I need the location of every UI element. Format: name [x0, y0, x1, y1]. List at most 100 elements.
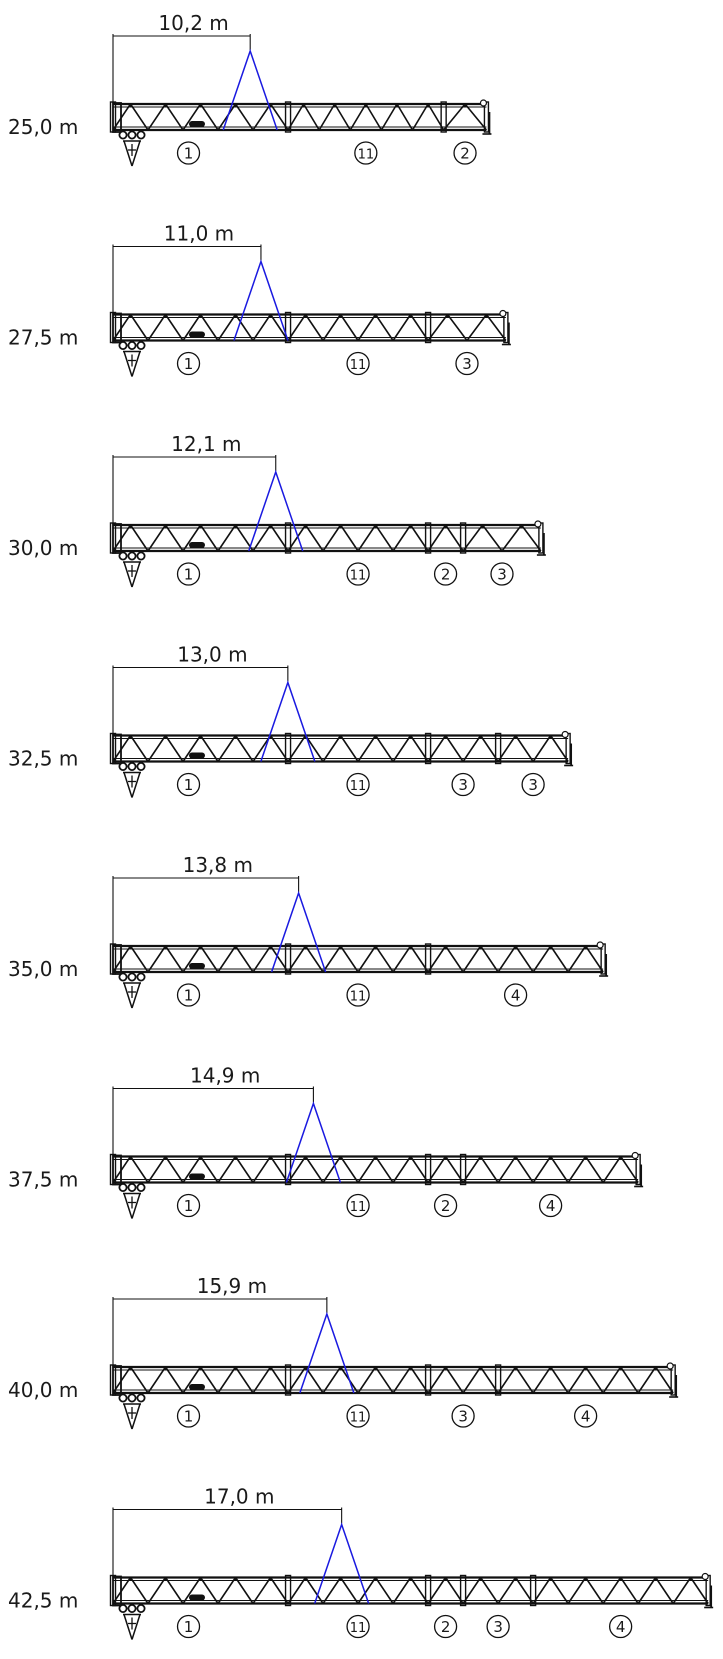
lattice-node — [339, 1367, 342, 1371]
lattice-member — [147, 1156, 167, 1183]
segment-number-label: 1 — [184, 1197, 194, 1215]
lattice-member — [427, 945, 447, 973]
lattice-member — [322, 735, 342, 762]
segment-number-label: 3 — [528, 776, 538, 794]
lattice-node — [395, 104, 399, 108]
lattice-node — [304, 946, 307, 950]
lattice-node — [302, 104, 306, 108]
lattice-member — [479, 945, 499, 973]
lattice-member — [602, 1577, 622, 1604]
segment-number-circle — [346, 983, 370, 1007]
lattice-member — [287, 735, 307, 762]
segment-joint — [459, 1574, 467, 1607]
lattice-node — [654, 1367, 658, 1371]
hook-block — [123, 1614, 133, 1640]
guy-support-triangle — [285, 1101, 342, 1183]
lattice-node — [409, 1578, 412, 1581]
segment-number-label: 4 — [511, 987, 521, 1005]
segment-number-label: 2 — [460, 145, 470, 163]
lattice-member — [357, 735, 377, 762]
segment-number-label: 11 — [350, 1621, 367, 1636]
lattice-node — [304, 1157, 307, 1160]
lattice-member — [234, 1577, 254, 1604]
lattice-member — [182, 735, 202, 762]
lattice-member — [357, 1366, 377, 1394]
lattice-member — [217, 735, 237, 762]
jib-tip-sheave — [666, 1362, 674, 1370]
lattice-member — [444, 945, 464, 973]
lattice-member — [339, 1156, 359, 1183]
lattice-member — [374, 1156, 394, 1183]
lattice-member — [357, 524, 377, 552]
span-dimension-label: 17,0 m — [204, 1485, 274, 1509]
lattice-node — [269, 1157, 272, 1160]
lattice-member — [374, 314, 394, 341]
lattice-member — [287, 1577, 307, 1604]
span-dimension-label: 10,2 m — [158, 11, 228, 35]
lattice-member — [443, 103, 466, 131]
lattice-member — [427, 1577, 447, 1604]
lattice-member — [234, 945, 254, 973]
lattice-member — [619, 1577, 639, 1604]
hook-block — [131, 561, 141, 588]
lattice-member — [567, 1366, 587, 1394]
hook-block — [131, 772, 141, 798]
lattice-member — [497, 735, 517, 762]
lattice-member — [532, 1366, 552, 1394]
segment-number-circle — [346, 1193, 370, 1218]
segment-joint — [440, 101, 447, 133]
lattice-member — [462, 1156, 482, 1183]
jib-configuration: 32,5 m1 11 3 313,0 m — [8, 643, 574, 798]
lattice-member — [462, 524, 484, 552]
segment-number-circle — [354, 141, 378, 165]
lattice-node — [549, 1367, 553, 1371]
segment-joint — [494, 1364, 502, 1396]
lattice-member — [514, 1366, 534, 1394]
segment-joint — [424, 311, 432, 344]
lattice-member — [217, 1577, 237, 1604]
segment-number-circle — [176, 983, 201, 1007]
lattice-node — [409, 1157, 412, 1160]
segment-number-label: 11 — [350, 990, 367, 1005]
lattice-member — [164, 524, 184, 552]
lattice-node — [619, 1578, 623, 1581]
lattice-node — [584, 1157, 588, 1160]
lattice-member — [252, 314, 272, 341]
lattice-member — [485, 314, 507, 341]
lattice-member — [584, 1366, 604, 1394]
root-roller — [118, 762, 128, 772]
segment-number-circle — [176, 562, 201, 586]
lattice-node — [584, 1578, 588, 1581]
lattice-node — [164, 525, 167, 529]
jib-tip-sheave — [701, 1572, 709, 1581]
lattice-member — [182, 524, 202, 552]
root-roller — [118, 972, 128, 982]
lattice-node — [339, 1578, 342, 1581]
lattice-member — [411, 103, 429, 131]
root-roller — [127, 130, 137, 140]
lattice-member — [287, 103, 305, 131]
lattice-node — [463, 104, 467, 108]
lattice-member — [374, 1366, 394, 1394]
lattice-node — [444, 525, 447, 529]
lattice-member — [514, 735, 534, 762]
lattice-member — [357, 314, 377, 341]
lattice-member — [252, 945, 272, 973]
root-roller — [136, 340, 146, 350]
segment-joint — [424, 1364, 432, 1396]
jib-root — [112, 523, 122, 554]
jib-tip-sheave — [534, 520, 542, 528]
lattice-member — [217, 314, 237, 341]
jib-tip-sheave — [499, 309, 507, 318]
jib-length-label: 32,5 m — [8, 747, 78, 771]
lattice-member — [147, 524, 167, 552]
segment-number-circle — [176, 351, 201, 376]
jib-length-label: 37,5 m — [8, 1168, 78, 1192]
span-dimension-label: 13,0 m — [177, 643, 247, 667]
trolley-block — [189, 331, 205, 338]
lattice-member — [252, 1366, 272, 1394]
segment-number-label: 3 — [458, 776, 468, 794]
lattice-member — [339, 1577, 359, 1604]
lattice-member — [514, 945, 534, 973]
jib-configuration: 30,0 m1 11 2 312,1 m — [8, 432, 546, 588]
